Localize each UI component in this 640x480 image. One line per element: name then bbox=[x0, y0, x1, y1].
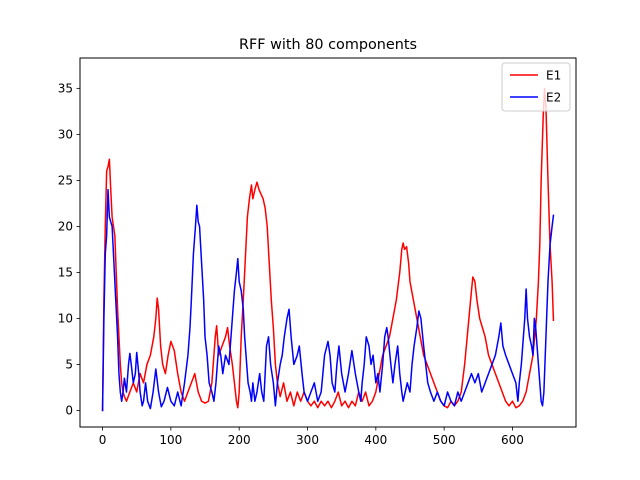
axis-layer: 0 100 200 300 400 500 600 0 5 10 15 20 25 30 35 bbox=[58, 82, 524, 447]
x-tick-label: 600 bbox=[501, 433, 524, 447]
y-tick-label: 30 bbox=[58, 128, 73, 142]
legend: E1 E2 bbox=[501, 62, 571, 112]
chart-title: RFF with 80 components bbox=[239, 37, 417, 53]
legend-label-e2: E2 bbox=[546, 90, 561, 104]
series-line-e2 bbox=[101, 188, 555, 412]
x-tick-label: 200 bbox=[228, 433, 251, 447]
y-tick-label: 25 bbox=[58, 174, 73, 188]
x-tick-label: 0 bbox=[99, 433, 107, 447]
y-tick-label: 5 bbox=[65, 358, 73, 372]
series-layer bbox=[101, 87, 555, 412]
x-tick-label: 400 bbox=[364, 433, 387, 447]
y-tick-label: 20 bbox=[58, 220, 73, 234]
plot-area bbox=[80, 58, 576, 427]
x-tick-label: 300 bbox=[296, 433, 319, 447]
plot-frame bbox=[79, 57, 577, 428]
x-tick-label: 100 bbox=[159, 433, 182, 447]
y-tick-label: 35 bbox=[58, 82, 73, 96]
y-tick-label: 0 bbox=[65, 404, 73, 418]
legend-label-e1: E1 bbox=[546, 68, 561, 82]
x-tick-label: 500 bbox=[433, 433, 456, 447]
y-tick-label: 10 bbox=[58, 312, 73, 326]
series-line-e1 bbox=[101, 87, 555, 412]
y-tick-label: 15 bbox=[58, 266, 73, 280]
